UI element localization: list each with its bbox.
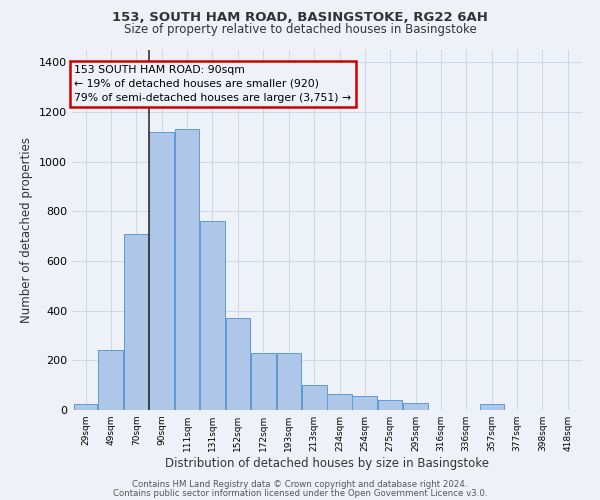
Text: 153, SOUTH HAM ROAD, BASINGSTOKE, RG22 6AH: 153, SOUTH HAM ROAD, BASINGSTOKE, RG22 6… bbox=[112, 11, 488, 24]
Bar bbox=[480, 404, 503, 410]
Bar bbox=[251, 353, 276, 410]
Bar bbox=[124, 234, 148, 410]
Bar bbox=[200, 222, 225, 410]
Y-axis label: Number of detached properties: Number of detached properties bbox=[20, 137, 34, 323]
Bar bbox=[352, 396, 377, 410]
Bar bbox=[277, 353, 301, 410]
Text: 153 SOUTH HAM ROAD: 90sqm
← 19% of detached houses are smaller (920)
79% of semi: 153 SOUTH HAM ROAD: 90sqm ← 19% of detac… bbox=[74, 65, 352, 103]
Bar bbox=[378, 400, 402, 410]
Bar bbox=[328, 394, 352, 410]
Bar bbox=[98, 350, 124, 410]
Bar bbox=[74, 404, 97, 410]
Bar bbox=[226, 318, 250, 410]
Bar bbox=[175, 130, 199, 410]
Bar bbox=[403, 402, 428, 410]
Bar bbox=[302, 385, 326, 410]
Bar bbox=[149, 132, 174, 410]
Text: Contains public sector information licensed under the Open Government Licence v3: Contains public sector information licen… bbox=[113, 488, 487, 498]
Text: Size of property relative to detached houses in Basingstoke: Size of property relative to detached ho… bbox=[124, 22, 476, 36]
X-axis label: Distribution of detached houses by size in Basingstoke: Distribution of detached houses by size … bbox=[165, 457, 489, 470]
Text: Contains HM Land Registry data © Crown copyright and database right 2024.: Contains HM Land Registry data © Crown c… bbox=[132, 480, 468, 489]
